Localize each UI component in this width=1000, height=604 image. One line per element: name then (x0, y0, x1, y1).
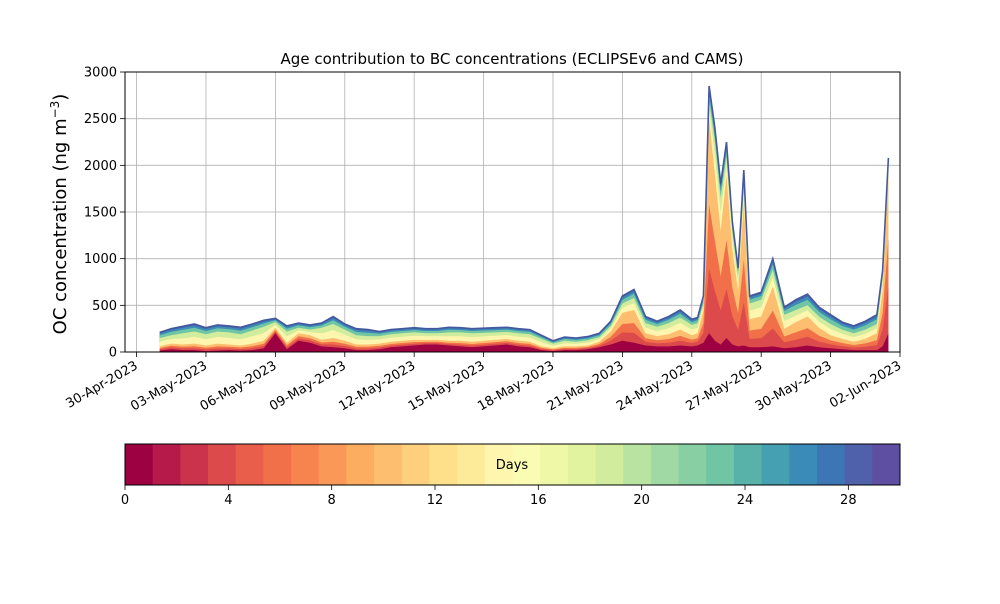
y-tick-label: 2000 (84, 159, 117, 174)
stacked-areas (159, 85, 890, 353)
colorbar-swatch (235, 444, 264, 485)
colorbar-tick-label: 12 (427, 493, 444, 508)
y-tick-label: 1500 (84, 206, 117, 221)
colorbar-swatch (816, 444, 846, 485)
colorbar-swatch (623, 444, 652, 485)
x-tick-label: 21-May-2023 (545, 358, 627, 414)
colorbar-swatch (125, 444, 154, 485)
colorbar-swatch (789, 444, 818, 485)
y-tick-label: 3000 (84, 66, 117, 81)
colorbar-label: Days (496, 458, 529, 473)
colorbar-swatch (650, 444, 679, 485)
x-tick-label: 24-May-2023 (614, 358, 696, 414)
age-band-0-2d (159, 333, 889, 352)
x-tick-label: 06-May-2023 (198, 358, 280, 414)
colorbar-swatch (457, 444, 486, 485)
y-tick-label: 2500 (84, 112, 117, 127)
colorbar-swatch (318, 444, 347, 485)
x-tick-label: 12-May-2023 (336, 358, 418, 414)
colorbar-tick-label: 4 (224, 493, 232, 508)
colorbar-swatch (180, 444, 209, 485)
colorbar-tick-label: 8 (328, 493, 336, 508)
colorbar-tick-label: 20 (633, 493, 650, 508)
colorbar-tick-label: 16 (530, 493, 547, 508)
colorbar-tick-label: 0 (121, 493, 129, 508)
y-axis-ticks: 0 500 1000 1500 2000 2500 3000 (84, 66, 125, 361)
colorbar-swatch (484, 444, 513, 485)
colorbar-tick-label: 24 (737, 493, 754, 508)
colorbar-swatch (595, 444, 624, 485)
x-tick-label: 02-Jun-2023 (827, 358, 904, 411)
colorbar-swatch (872, 444, 901, 485)
age-band-2-4d (159, 268, 889, 352)
x-tick-label: 27-May-2023 (684, 358, 766, 414)
colorbar-swatch (706, 444, 735, 485)
colorbar-swatch (401, 444, 430, 485)
colorbar-swatch (540, 444, 569, 485)
x-axis-ticks: 30-Apr-202303-May-202306-May-202309-May-… (63, 352, 904, 414)
colorbar-swatch (152, 444, 181, 485)
total-outline (159, 85, 890, 342)
colorbar-swatch (733, 444, 763, 485)
y-tick-label: 0 (109, 346, 117, 361)
y-tick-label: 500 (92, 299, 117, 314)
x-tick-label: 09-May-2023 (267, 358, 349, 414)
colorbar-swatch (208, 444, 237, 485)
x-tick-label: 18-May-2023 (475, 358, 557, 414)
colorbar-swatch (374, 444, 403, 485)
age-band-9-13d (159, 118, 889, 352)
colorbar-frame (124, 443, 901, 486)
colorbar-tick-label: 28 (840, 493, 857, 508)
x-tick-label: 15-May-2023 (406, 358, 488, 414)
x-tick-label: 30-May-2023 (753, 358, 835, 414)
colorbar-ticks: 0 4 8 12 16 20 24 28 (121, 485, 857, 508)
colorbar-swatch (346, 444, 375, 485)
colorbar-swatch (512, 444, 541, 485)
colorbar-swatch (263, 444, 292, 485)
colorbar-swatch (291, 444, 320, 485)
colorbar (124, 443, 901, 486)
colorbar-swatch (761, 444, 790, 485)
colorbar-swatch (678, 444, 707, 485)
chart-title: Age contribution to BC concentrations (E… (281, 50, 744, 68)
colorbar-swatch (844, 444, 873, 485)
colorbar-swatch (567, 444, 596, 485)
x-tick-label: 03-May-2023 (128, 358, 210, 414)
y-axis-label-superscript: −3 (48, 101, 62, 119)
y-tick-label: 1000 (84, 252, 117, 267)
colorbar-swatch (429, 444, 458, 485)
y-axis-label: OC concentration (ng m−3) (48, 94, 71, 335)
